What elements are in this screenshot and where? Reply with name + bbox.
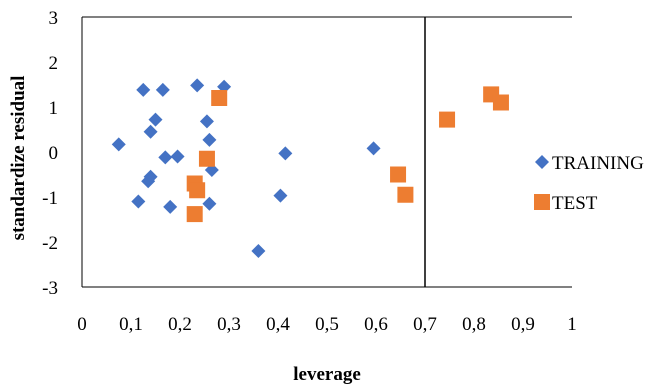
legend-label-training: TRAINING bbox=[552, 153, 644, 174]
test-point bbox=[198, 150, 215, 167]
training-point bbox=[155, 82, 170, 97]
x-tick-label: 0,1 bbox=[119, 314, 143, 335]
test-point bbox=[492, 94, 509, 111]
y-tick-label: 2 bbox=[49, 53, 59, 74]
training-point bbox=[278, 146, 293, 161]
data-points bbox=[111, 78, 509, 258]
test-point bbox=[390, 166, 407, 183]
x-tick-label: 0,7 bbox=[413, 314, 437, 335]
legend-marker-test bbox=[534, 194, 550, 210]
x-tick-label: 0,2 bbox=[168, 314, 192, 335]
x-tick-label: 1 bbox=[567, 314, 577, 335]
y-tick-label: 0 bbox=[49, 143, 59, 164]
training-point bbox=[148, 112, 163, 127]
x-tick-label: 0,8 bbox=[462, 314, 486, 335]
x-tick-label: 0,6 bbox=[364, 314, 388, 335]
training-point bbox=[190, 78, 205, 93]
y-tick-label: -3 bbox=[42, 278, 58, 299]
test-point bbox=[397, 186, 414, 203]
test-point bbox=[186, 206, 203, 223]
legend-marker-training bbox=[535, 155, 549, 169]
training-point bbox=[143, 124, 158, 139]
test-point bbox=[211, 90, 228, 106]
x-tick-label: 0,3 bbox=[217, 314, 241, 335]
test-point bbox=[439, 111, 456, 128]
legend: TRAINING TEST bbox=[534, 153, 644, 214]
y-tick-label: -2 bbox=[42, 233, 58, 254]
x-tick-label: 0,4 bbox=[266, 314, 290, 335]
x-axis-title: leverage bbox=[293, 364, 361, 385]
training-point bbox=[199, 114, 214, 129]
training-point bbox=[273, 188, 288, 203]
test-point bbox=[189, 182, 206, 199]
series-training bbox=[111, 78, 381, 258]
plot-area-frame bbox=[81, 16, 572, 288]
training-point bbox=[131, 194, 146, 209]
training-point bbox=[143, 169, 158, 184]
training-point bbox=[251, 244, 266, 258]
training-point bbox=[170, 149, 185, 164]
training-point bbox=[158, 150, 173, 165]
training-point bbox=[202, 196, 217, 211]
legend-label-test: TEST bbox=[552, 193, 598, 214]
x-tick-label: 0,9 bbox=[511, 314, 535, 335]
series-test bbox=[186, 86, 509, 223]
training-point bbox=[163, 199, 178, 214]
training-point bbox=[136, 82, 151, 97]
training-point bbox=[202, 132, 217, 147]
x-axis-tick-labels: 0 0,1 0,2 0,3 0,4 0,5 0,6 0,7 0,8 0,9 1 bbox=[77, 314, 577, 335]
y-tick-label: 1 bbox=[49, 98, 59, 119]
training-point bbox=[366, 141, 381, 156]
y-tick-label: -1 bbox=[42, 188, 58, 209]
training-point bbox=[111, 137, 126, 152]
x-tick-label: 0 bbox=[77, 314, 87, 335]
y-axis-title: standardize residual bbox=[8, 76, 29, 241]
x-tick-label: 0,5 bbox=[315, 314, 339, 335]
y-axis-tick-labels: 3 2 1 0 -1 -2 -3 bbox=[42, 8, 58, 299]
y-tick-label: 3 bbox=[49, 8, 59, 29]
